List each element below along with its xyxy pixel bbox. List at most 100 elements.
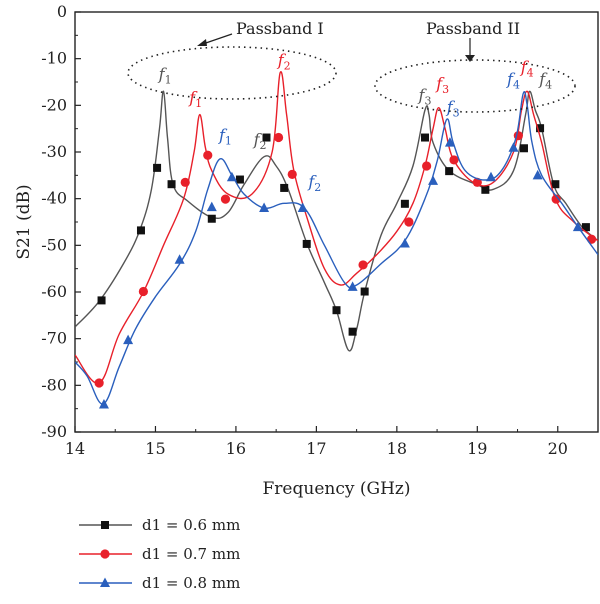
- series-1-line: [75, 90, 598, 352]
- x-axis-label: Frequency (GHz): [263, 479, 411, 499]
- legend-marker: [100, 577, 110, 587]
- series-layer: [75, 71, 598, 409]
- series-3-marker: [347, 281, 358, 291]
- resonance-label-f2: f2: [307, 172, 321, 194]
- y-tick-label: 0: [57, 2, 67, 21]
- series-3-marker: [226, 171, 237, 182]
- passband-2-arrowhead: [465, 55, 475, 62]
- series-3-marker: [428, 175, 439, 185]
- series-1-marker: [581, 223, 590, 232]
- resonance-label-f4: f4: [506, 69, 520, 91]
- series-2-marker: [220, 194, 231, 204]
- series-1-marker: [481, 185, 490, 194]
- series-1-marker: [421, 133, 430, 142]
- y-tick-label: -90: [41, 422, 67, 441]
- y-tick-label: -10: [41, 49, 67, 68]
- series-3-marker: [572, 221, 583, 232]
- series-3-marker: [485, 171, 496, 182]
- passband-1-ellipse: [127, 46, 337, 100]
- y-tick-label: -80: [41, 375, 67, 394]
- y-tick-label: -40: [41, 189, 67, 208]
- passband-1-group: Passband I: [127, 19, 337, 100]
- series-1-marker: [207, 214, 216, 223]
- legend-item-3: d1 = 0.8 mm: [79, 574, 240, 592]
- passband-2-label: Passband II: [426, 19, 520, 38]
- series-2-marker: [422, 161, 432, 171]
- y-tick-label: -60: [41, 282, 67, 301]
- series-1-marker: [167, 180, 176, 189]
- legend-label: d1 = 0.6 mm: [142, 516, 240, 534]
- series-2-marker: [358, 260, 368, 270]
- series-3-line: [75, 91, 598, 405]
- series-2-marker: [94, 378, 104, 388]
- x-tick-label: 18: [387, 439, 407, 458]
- x-tick-label: 16: [226, 439, 246, 458]
- legend-label: d1 = 0.7 mm: [142, 545, 240, 563]
- legend-item-1: d1 = 0.6 mm: [79, 516, 240, 534]
- x-tick-label: 14: [65, 439, 85, 458]
- series-1-marker: [536, 124, 545, 133]
- series-2: [75, 71, 598, 388]
- legend-item-2: d1 = 0.7 mm: [79, 545, 240, 563]
- series-2-marker: [203, 150, 213, 160]
- series-3-marker: [508, 142, 519, 152]
- series-2-marker: [287, 169, 297, 179]
- x-tick-label: 17: [306, 439, 326, 458]
- series-3-marker: [532, 169, 543, 180]
- y-tick-label: -30: [41, 142, 67, 161]
- legend-marker: [101, 521, 109, 529]
- series-1-marker: [360, 287, 369, 296]
- series-1-marker: [332, 306, 341, 315]
- series-1-marker: [136, 226, 145, 235]
- y-tick-label: -50: [41, 235, 67, 254]
- series-1-marker: [280, 183, 289, 192]
- series-1-marker: [262, 133, 271, 142]
- series-2-marker: [551, 194, 561, 204]
- series-1-marker: [302, 239, 311, 248]
- series-3: [75, 91, 598, 409]
- series-3-marker: [206, 201, 217, 212]
- resonance-label-f2: f2: [253, 130, 267, 152]
- series-2-marker: [449, 155, 459, 165]
- series-2-marker: [273, 132, 284, 143]
- series-2-marker: [404, 217, 414, 227]
- series-1-marker: [445, 167, 454, 176]
- passband-1-arrowhead: [197, 39, 207, 46]
- axes: 14 15 16 17 18 19 20 0 -10 -20 -30 -40 -50 -60 -70 -80 -…: [14, 2, 599, 499]
- series-1-marker: [400, 199, 409, 208]
- series-2-marker: [138, 286, 148, 297]
- series-3-marker: [98, 398, 109, 409]
- series-1-marker: [519, 144, 528, 153]
- series-2-marker: [180, 177, 190, 187]
- resonance-label-f3: f3: [446, 97, 460, 119]
- y-tick-label: -20: [41, 95, 67, 114]
- x-tick-label: 20: [548, 439, 568, 458]
- series-3-marker: [297, 202, 308, 212]
- resonance-label-f4: f4: [520, 58, 534, 80]
- legend: d1 = 0.6 mm d1 = 0.7 mm d1 = 0.8 mm: [79, 516, 240, 592]
- passband-2-group: Passband II: [374, 19, 576, 113]
- series-2-line: [75, 71, 598, 384]
- x-tick-label: 15: [145, 439, 165, 458]
- y-axis-label: S21 (dB): [14, 184, 34, 259]
- series-3-marker: [174, 254, 185, 264]
- resonance-label-f3: f3: [435, 74, 449, 96]
- series-1-marker: [153, 163, 162, 172]
- series-3-marker: [444, 137, 455, 147]
- resonance-label-f2: f2: [277, 51, 291, 73]
- series-1-marker: [235, 175, 244, 184]
- passband-1-label: Passband I: [236, 19, 324, 38]
- resonance-label-f4: f4: [538, 69, 552, 91]
- series-1-marker: [348, 327, 357, 336]
- plot-frame: [74, 11, 599, 433]
- y-tick-label: -70: [41, 329, 67, 348]
- series-3-marker: [399, 237, 410, 248]
- legend-label: d1 = 0.8 mm: [142, 574, 240, 592]
- series-1-marker: [97, 296, 106, 305]
- resonance-label-f1: f1: [218, 125, 232, 147]
- series-1: [75, 90, 598, 352]
- series-1-marker: [551, 180, 560, 189]
- series-3-marker: [259, 202, 270, 212]
